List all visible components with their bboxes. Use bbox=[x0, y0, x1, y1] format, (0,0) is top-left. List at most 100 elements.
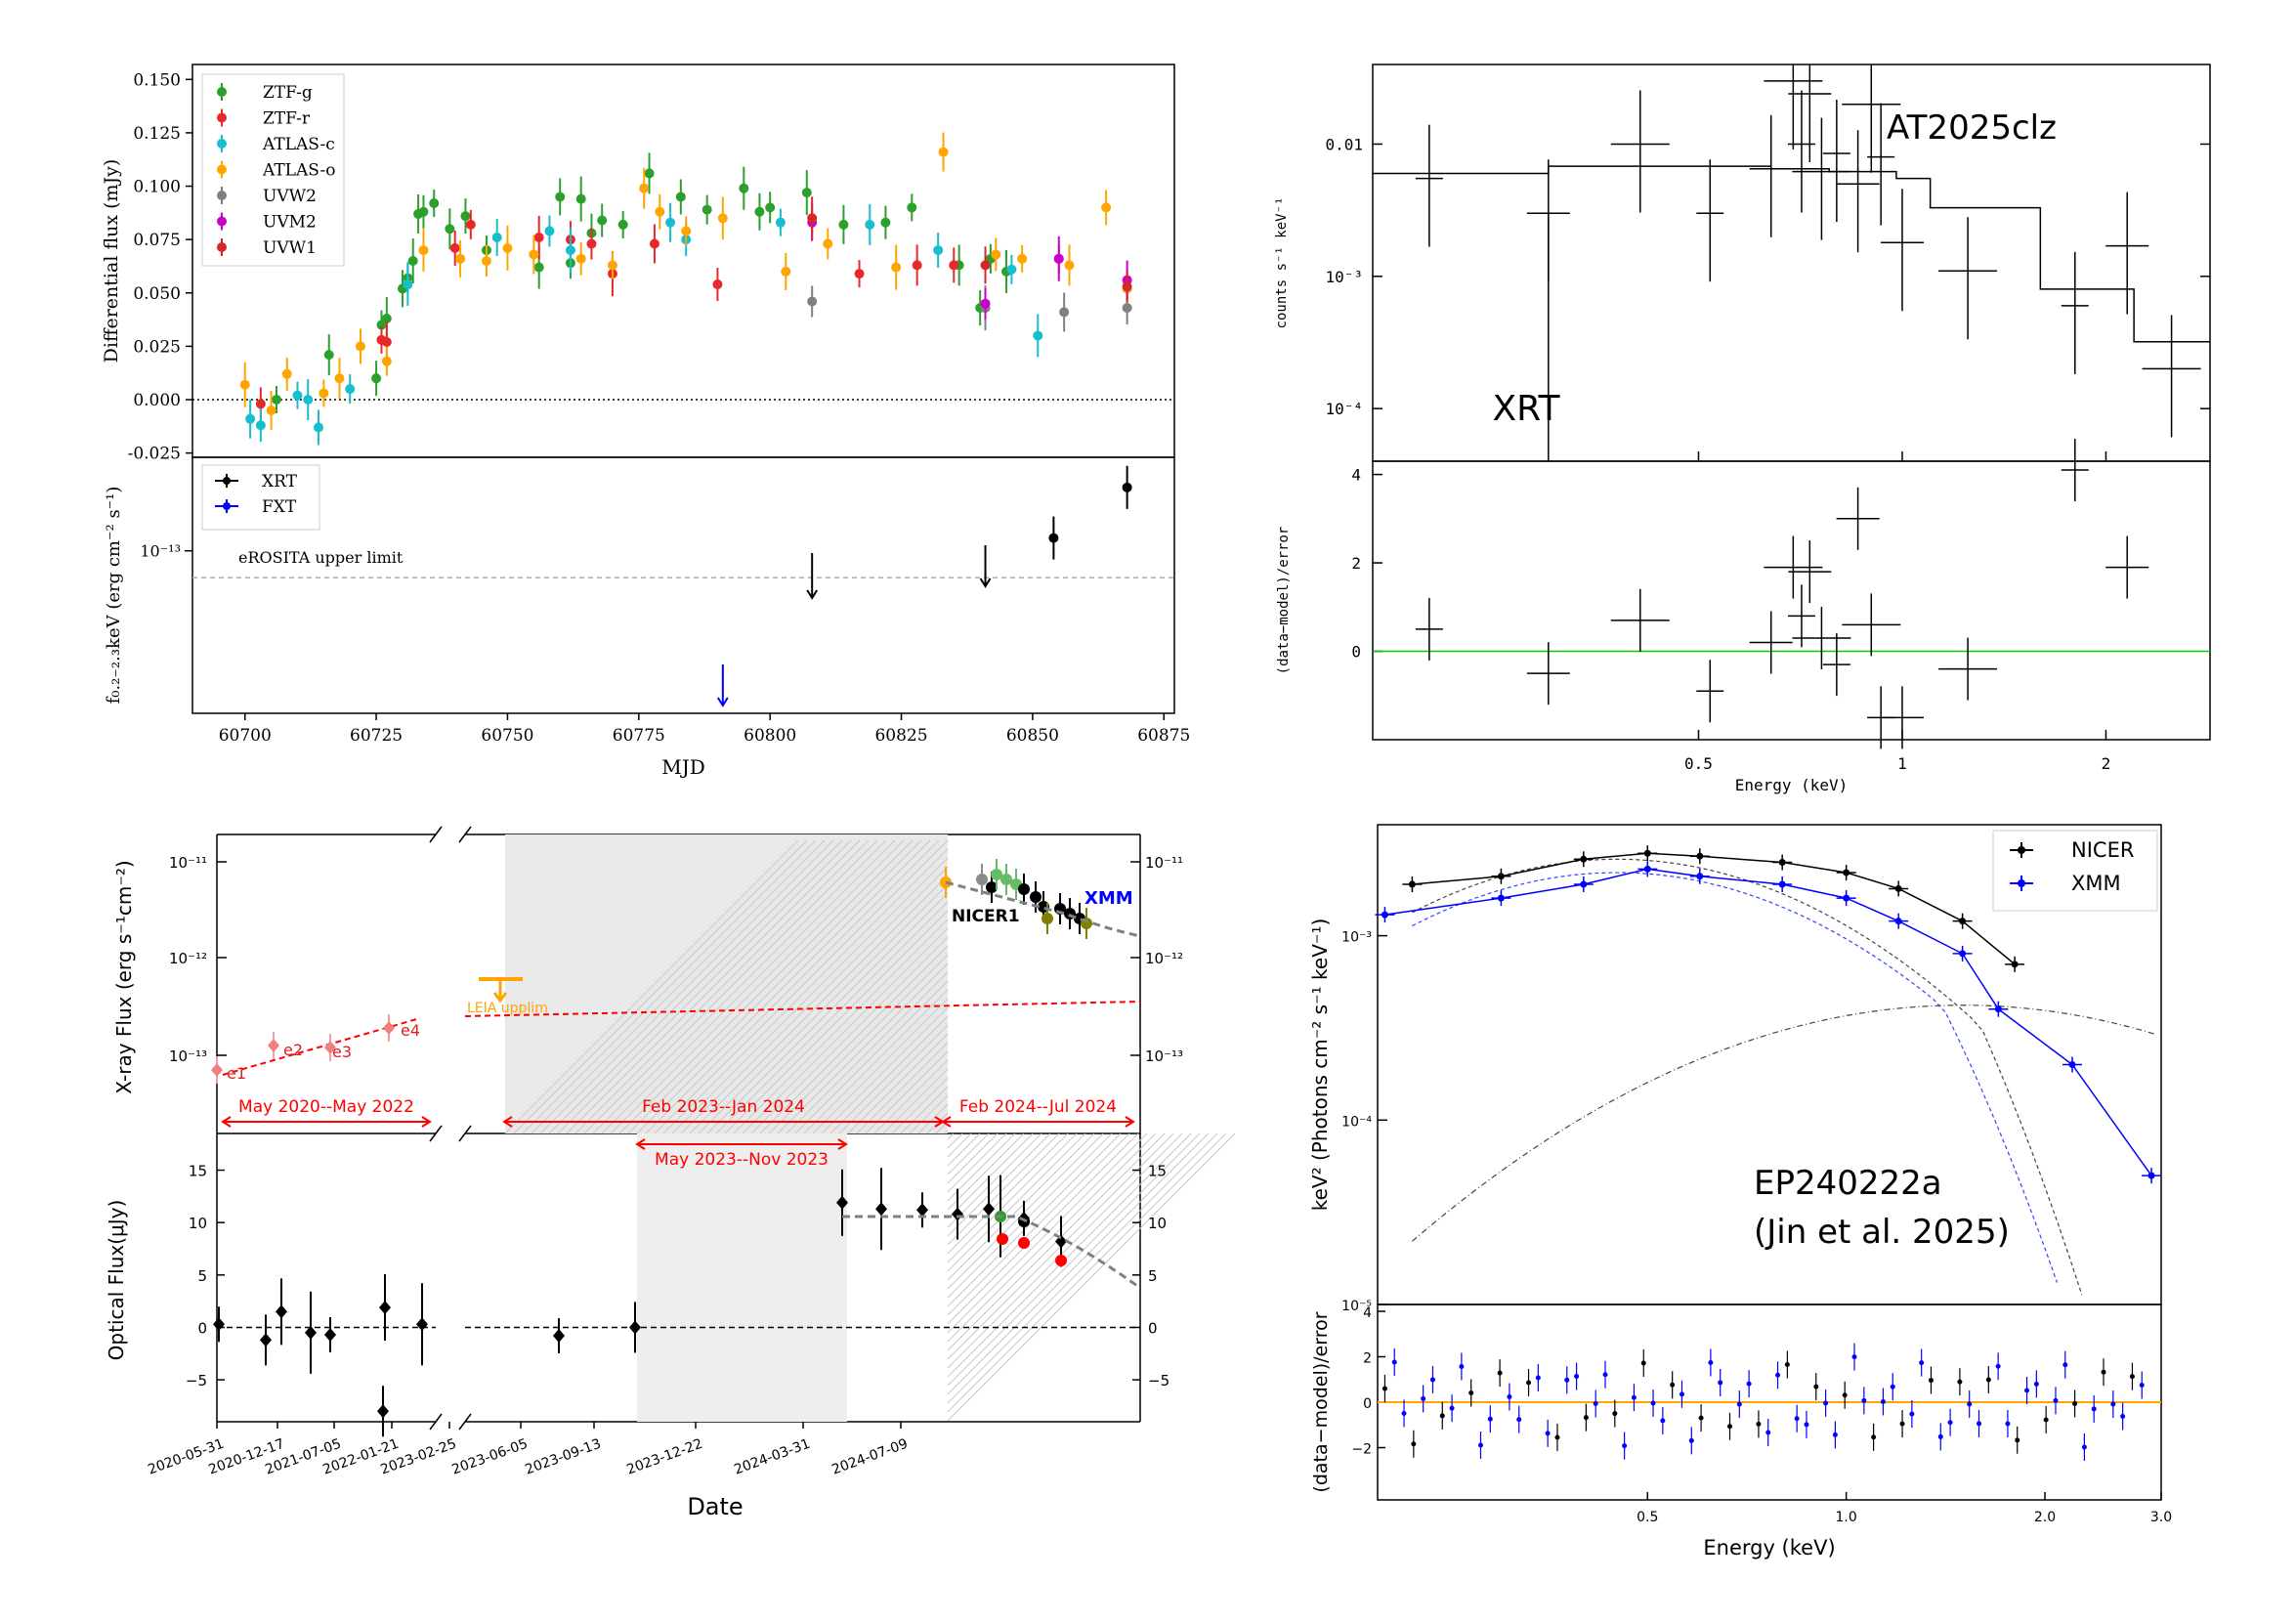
optical-lightcurve-panel: -0.025 0.000 0.025 0.050 0.075 0.100 0.125 0.15… bbox=[101, 64, 1175, 464]
residual-point bbox=[1718, 1380, 1723, 1386]
y-tick-label: 10⁻¹³ bbox=[140, 542, 181, 561]
point-ATLAS-o bbox=[991, 249, 1001, 260]
hatch-line bbox=[574, 839, 870, 1134]
nicer-label: NICER1 bbox=[952, 907, 1020, 926]
hatch-line bbox=[947, 1133, 1078, 1263]
hatch-line bbox=[900, 1086, 949, 1134]
point-ATLAS-c bbox=[565, 245, 575, 256]
x-axis-label: Date bbox=[687, 1493, 743, 1520]
residual-point bbox=[2129, 1374, 2135, 1380]
y-tick-label-right: 10⁻¹² bbox=[1145, 950, 1183, 967]
x-tick-label: 60700 bbox=[219, 726, 272, 746]
ep240222a-spectrum-panel: 0.5 1.0 2.0 3.0 Energy (keV) 10⁻³ 10⁻⁴ 10⁻⁵ keV²… bbox=[1308, 824, 2172, 1560]
point-ZTF-g bbox=[323, 350, 334, 361]
legend-marker bbox=[217, 139, 227, 149]
hatch-line bbox=[947, 1133, 1104, 1290]
legend-marker bbox=[217, 191, 227, 200]
hatch-line bbox=[947, 1133, 1227, 1413]
y-tick-label: 10⁻⁴ bbox=[1325, 400, 1363, 418]
point-ATLAS-c bbox=[933, 245, 944, 256]
legend-label: UVM2 bbox=[263, 213, 317, 233]
axis-break bbox=[458, 1125, 472, 1142]
residual-point bbox=[1670, 1382, 1676, 1388]
optical-point bbox=[324, 1327, 336, 1342]
residual-point bbox=[2033, 1381, 2039, 1387]
point-UVW2 bbox=[1122, 303, 1132, 314]
point-ZTF-g bbox=[880, 217, 891, 228]
hatch-line bbox=[750, 936, 949, 1134]
hatch-line bbox=[856, 1042, 949, 1134]
point-ATLAS-o bbox=[717, 213, 728, 224]
point-ATLAS-c bbox=[345, 384, 356, 395]
hatch-line bbox=[618, 839, 914, 1134]
hatch-line bbox=[548, 839, 843, 1134]
hatch-line bbox=[944, 1130, 949, 1134]
legend-marker bbox=[217, 242, 227, 252]
y-tick-label: 15 bbox=[189, 1163, 207, 1180]
hatch-line bbox=[645, 839, 940, 1134]
residual-point bbox=[1765, 1430, 1771, 1435]
residual-point bbox=[1746, 1381, 1752, 1387]
x-tick-label: 2023-06-05 bbox=[449, 1436, 530, 1478]
legend-label: NICER bbox=[2071, 838, 2134, 862]
residual-point bbox=[1401, 1410, 1407, 1416]
point-ZTF-g bbox=[675, 192, 686, 202]
point-ATLAS-o bbox=[481, 256, 491, 266]
x-tick-label: 2 bbox=[2102, 754, 2111, 773]
erass-point bbox=[211, 1063, 223, 1077]
residual-point bbox=[1574, 1374, 1580, 1380]
point-ATLAS-o bbox=[823, 238, 833, 249]
legend-marker bbox=[2018, 879, 2025, 887]
residual-point bbox=[1880, 1398, 1886, 1404]
y-tick-label: 4 bbox=[1363, 1305, 1372, 1321]
y-axis-label: (data−model)/error bbox=[1310, 1311, 1332, 1492]
residual-point bbox=[1497, 1370, 1503, 1376]
y-tick-label: 0.125 bbox=[133, 124, 181, 144]
hatch-line bbox=[947, 1133, 1218, 1404]
residual-point bbox=[2072, 1400, 2078, 1406]
x-tick-label: 60850 bbox=[1006, 726, 1059, 746]
x-tick-label: 60775 bbox=[613, 726, 665, 746]
erass-point bbox=[324, 1041, 336, 1054]
hatch-line bbox=[865, 1050, 949, 1134]
hatch-line bbox=[786, 971, 949, 1134]
y-tick-label: 10⁻⁴ bbox=[1341, 1114, 1372, 1130]
legend-label: UVW2 bbox=[263, 187, 317, 206]
x-tick-label: 60875 bbox=[1137, 726, 1190, 746]
y-tick-label: -0.025 bbox=[128, 445, 181, 464]
legend-marker bbox=[223, 502, 231, 510]
hatch-line bbox=[947, 1133, 990, 1175]
residual-point bbox=[1554, 1434, 1560, 1440]
legend-label: XRT bbox=[262, 472, 298, 491]
y-tick-label: −2 bbox=[1351, 1442, 1372, 1458]
residual-point bbox=[2139, 1383, 2145, 1389]
optical-point bbox=[875, 1202, 887, 1217]
spectrum-subtitle: (Jin et al. 2025) bbox=[1754, 1213, 2010, 1252]
residual-point bbox=[1995, 1363, 2001, 1369]
residual-point bbox=[1449, 1405, 1455, 1411]
residual-point bbox=[1928, 1378, 1934, 1384]
hatch-line bbox=[715, 901, 949, 1134]
point-ATLAS-c bbox=[403, 279, 413, 290]
y-tick-label: 10⁻⁵ bbox=[1341, 1299, 1372, 1314]
point-ZTF-g bbox=[429, 198, 440, 209]
arrowhead bbox=[502, 1116, 513, 1128]
legend-marker bbox=[217, 112, 227, 123]
point-ATLAS-o bbox=[502, 242, 513, 253]
residual-point bbox=[1985, 1377, 1991, 1383]
hatch-line bbox=[636, 839, 931, 1134]
shaded-region-optical bbox=[637, 1133, 847, 1422]
hatch-line bbox=[909, 1094, 949, 1134]
hatch-line bbox=[947, 1133, 1095, 1281]
point-ATLAS-o bbox=[529, 249, 539, 260]
point-ATLAS-o bbox=[639, 183, 650, 193]
optical-colored-point bbox=[1018, 1237, 1030, 1249]
arrowhead bbox=[635, 1138, 646, 1150]
period-label: Feb 2024--Jul 2024 bbox=[959, 1097, 1117, 1117]
hatch-line bbox=[724, 910, 949, 1134]
point-ATLAS-o bbox=[655, 206, 665, 217]
xray-point bbox=[1000, 874, 1012, 885]
xmm-disk-model bbox=[1412, 872, 2059, 1283]
residual-point bbox=[1967, 1401, 1973, 1407]
